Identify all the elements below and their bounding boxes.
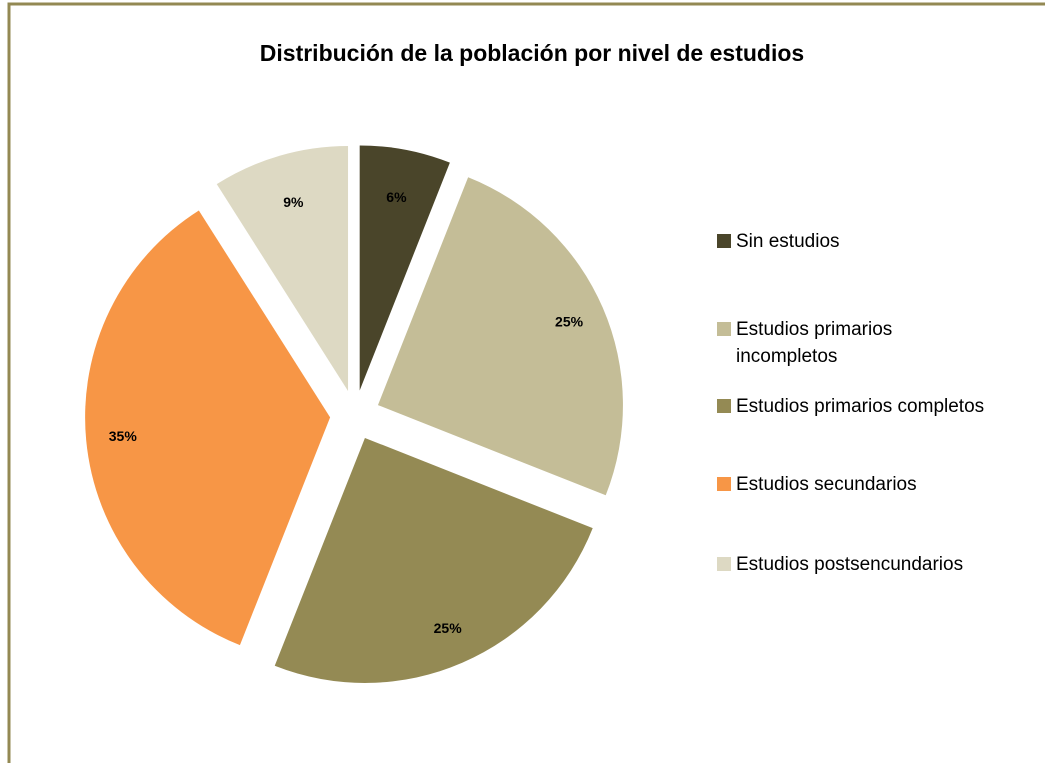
percent-sign: % [571, 313, 584, 329]
data-label: 35% [109, 428, 138, 444]
legend-label: Estudios postsencundarios [736, 554, 964, 575]
data-label-value: 9 [283, 193, 291, 209]
pie-slice [274, 437, 593, 683]
percent-sign: % [394, 189, 407, 205]
legend-item: Estudios postsencundarios [717, 551, 991, 578]
legend-item: Estudios secundarios [717, 471, 991, 498]
legend-swatch [717, 234, 731, 248]
legend-swatch [717, 399, 731, 413]
data-label: 9% [283, 193, 304, 209]
legend-label: Estudios primarios incompletos [736, 319, 893, 367]
data-label-value: 35 [109, 428, 125, 444]
legend-swatch [717, 477, 731, 491]
data-label: 25% [434, 620, 463, 636]
legend-label: Estudios secundarios [736, 474, 917, 495]
legend-label: Estudios primarios completos [736, 396, 985, 417]
data-label-value: 25 [434, 620, 450, 636]
frame [7, 2, 1045, 763]
pie-slice [359, 145, 450, 391]
chart-title: Distribución de la población por nivel d… [260, 40, 804, 66]
legend-item: Estudios primarios completos [717, 393, 991, 420]
percent-sign: % [291, 193, 304, 209]
legend-swatch [717, 557, 731, 571]
data-label: 6% [386, 189, 407, 205]
legend-item: Estudios primarios incompletos [717, 316, 991, 370]
data-label-value: 25 [555, 313, 571, 329]
legend-item: Sin estudios [717, 228, 991, 255]
percent-sign: % [124, 428, 137, 444]
data-label: 25% [555, 313, 584, 329]
legend-label: Sin estudios [736, 231, 840, 252]
data-label-value: 6 [386, 189, 394, 205]
pie-slice [85, 210, 331, 646]
legend-swatch [717, 322, 731, 336]
percent-sign: % [449, 620, 462, 636]
pie-slice [377, 177, 623, 496]
pie-slice [216, 145, 349, 391]
